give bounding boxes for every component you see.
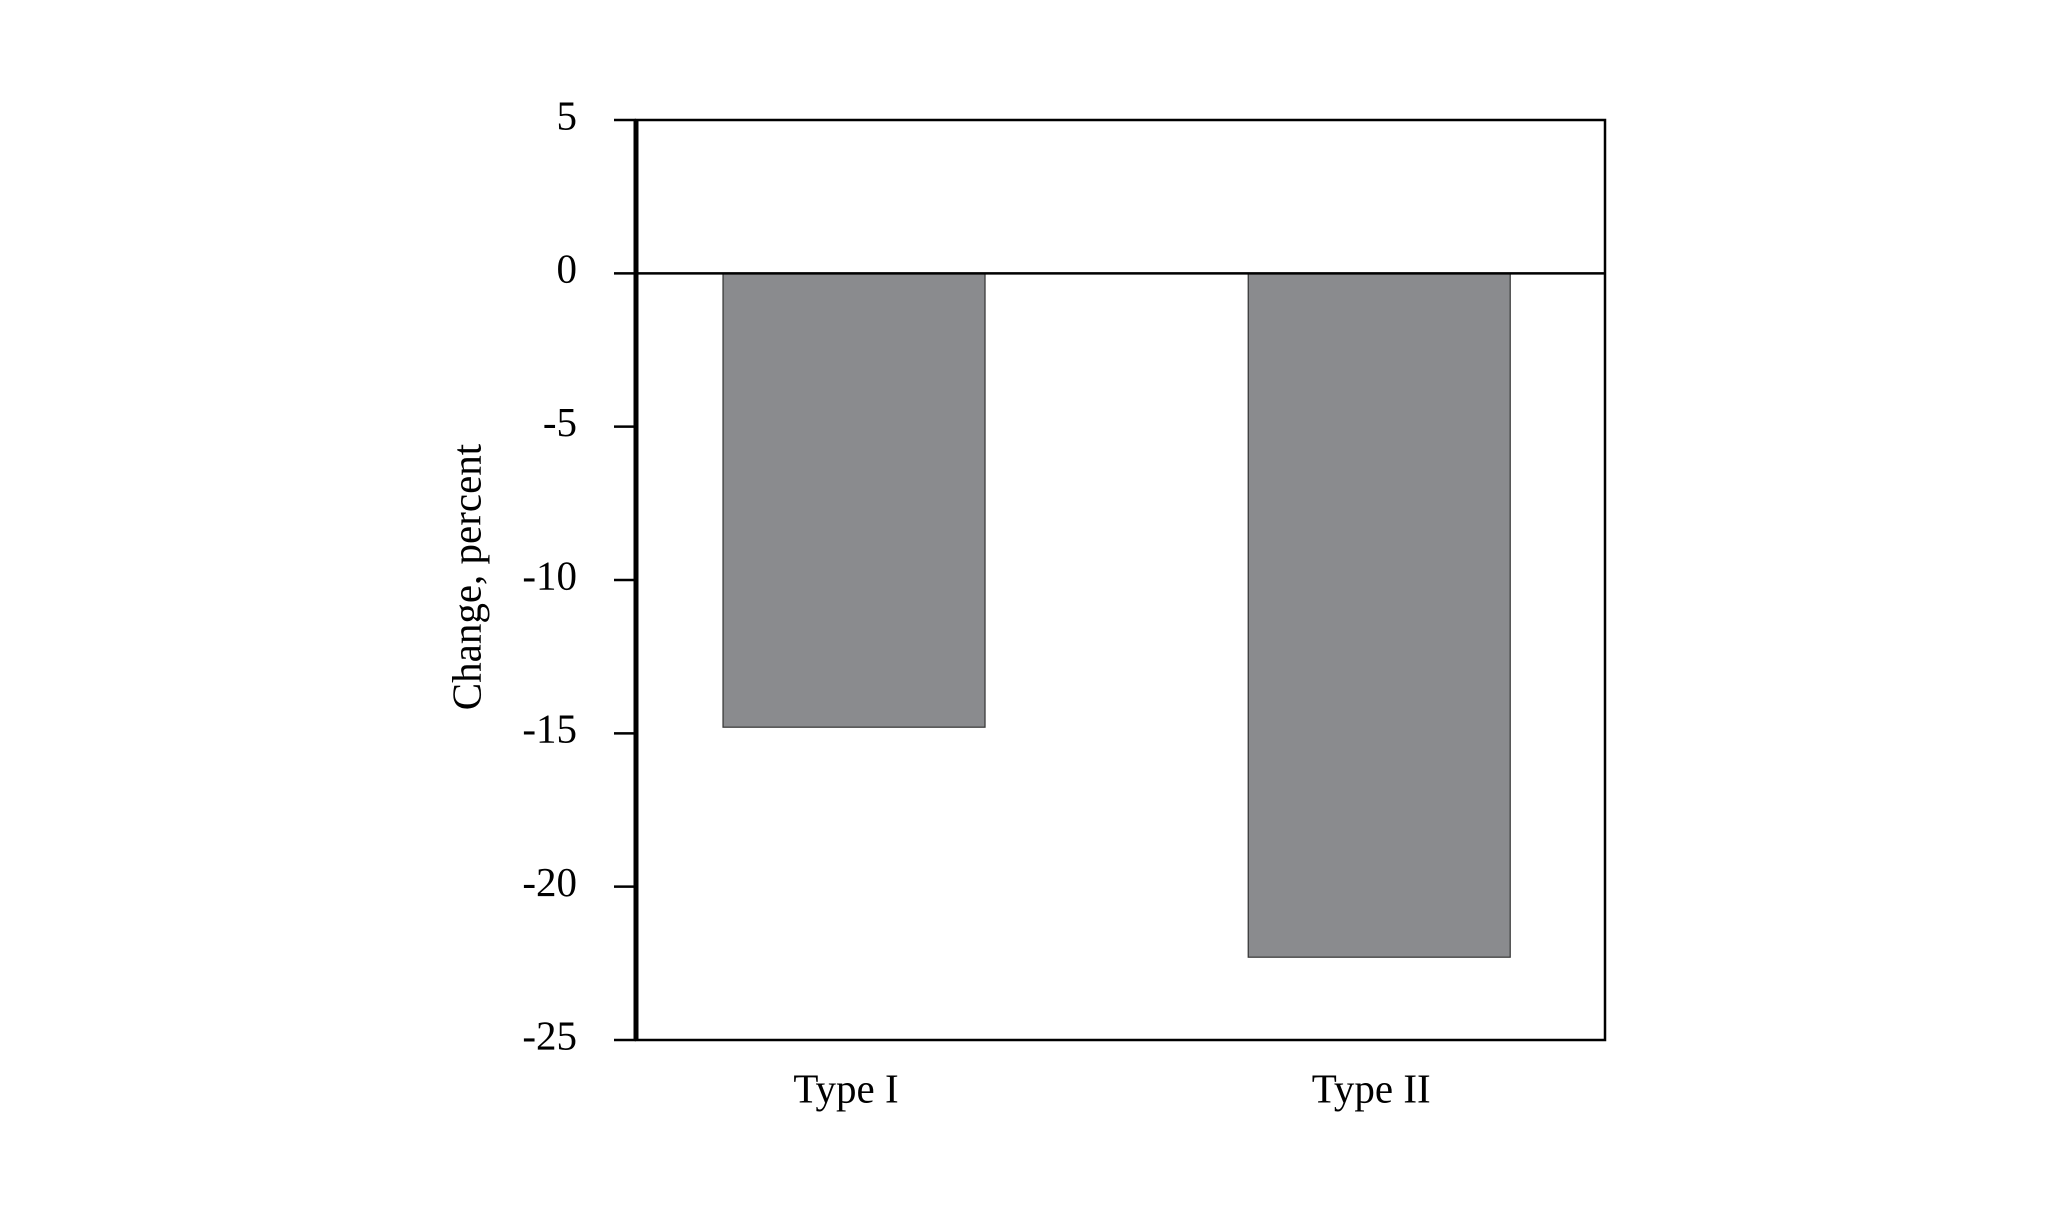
- y-tick-label: 5: [557, 92, 578, 138]
- y-tick-label: 0: [557, 246, 578, 292]
- y-tick-label: -25: [522, 1012, 577, 1058]
- bar: [722, 272, 986, 728]
- y-tick-label: -20: [522, 859, 577, 905]
- y-tick-label: -10: [522, 552, 577, 598]
- x-tick-label: Type I: [793, 1065, 898, 1111]
- x-tick-label: Type II: [1312, 1065, 1431, 1111]
- y-axis-label: Change, percent: [443, 443, 489, 710]
- y-tick-label: -5: [543, 399, 577, 445]
- bar: [1247, 272, 1511, 958]
- y-tick-label: -15: [522, 706, 577, 752]
